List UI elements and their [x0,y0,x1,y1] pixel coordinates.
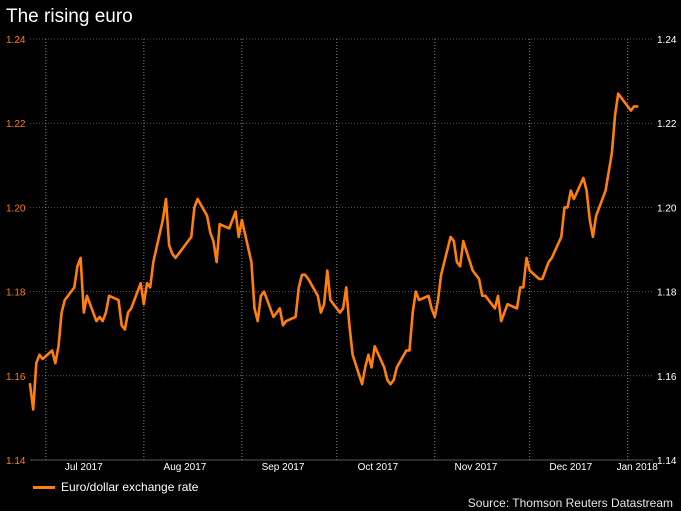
y-tick-label-left: 1.22 [6,119,26,130]
y-tick-label-left: 1.24 [6,35,26,46]
axis-layer: 1.14 1.14 1.16 1.16 1.18 1.18 1.20 1.20 1.22 1.22… [6,35,677,473]
source-note: Source: Thomson Reuters Datastream [467,496,673,510]
y-tick-label-left: 1.14 [6,456,26,467]
y-tick-label-left: 1.16 [6,372,26,383]
legend: Euro/dollar exchange rate [33,480,198,494]
x-tick-label: Jan 2018 [617,462,659,473]
y-tick-label-right: 1.24 [657,35,677,46]
y-tick-label-right: 1.14 [657,456,677,467]
y-tick-label-right: 1.22 [657,119,677,130]
legend-swatch [33,485,55,489]
x-tick-label: Sep 2017 [262,462,305,473]
y-tick-label-right: 1.16 [657,372,677,383]
x-tick-label: Nov 2017 [454,462,497,473]
y-tick-label-left: 1.18 [6,288,26,299]
grid-layer [30,38,653,461]
series-layer [28,92,639,411]
legend-label: Euro/dollar exchange rate [61,480,199,494]
series-line-euro-dollar [28,92,639,411]
x-tick-label: Aug 2017 [164,462,207,473]
chart-title: The rising euro [6,6,133,27]
y-tick-label-left: 1.20 [6,203,26,214]
x-tick-label: Dec 2017 [549,462,592,473]
y-tick-label-right: 1.18 [657,288,677,299]
x-tick-label: Jul 2017 [65,462,103,473]
y-tick-label-right: 1.20 [657,203,677,214]
x-tick-label: Oct 2017 [358,462,399,473]
